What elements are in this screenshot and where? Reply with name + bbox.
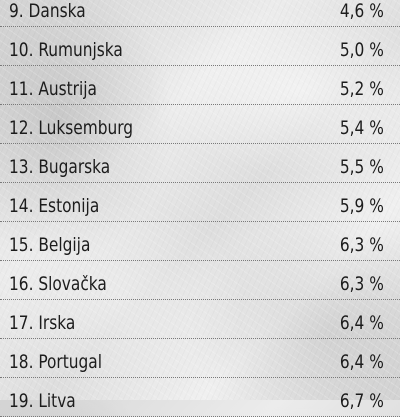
country-label: 19. Litva xyxy=(9,390,76,412)
percentage-value: 5,4 % xyxy=(340,117,384,139)
percentage-value: 5,5 % xyxy=(340,156,384,178)
country-label: 11. Austrija xyxy=(9,78,97,100)
country-label: 13. Bugarska xyxy=(9,156,111,178)
country-label: 16. Slovačka xyxy=(9,273,107,295)
list-item: 15. Belgija 6,3 % xyxy=(0,222,400,261)
list-item: 13. Bugarska 5,5 % xyxy=(0,144,400,183)
list-item: 17. Irska 6,4 % xyxy=(0,300,400,339)
country-label: 17. Irska xyxy=(9,312,76,334)
percentage-value: 6,4 % xyxy=(340,351,384,373)
country-label: 9. Danska xyxy=(9,0,86,22)
country-label: 14. Estonija xyxy=(9,195,100,217)
list-item: 14. Estonija 5,9 % xyxy=(0,183,400,222)
percentage-value: 5,0 % xyxy=(340,39,384,61)
percentage-value: 4,6 % xyxy=(340,0,384,22)
country-label: 18. Portugal xyxy=(9,351,102,373)
list-item: 18. Portugal 6,4 % xyxy=(0,339,400,378)
list-item: 9. Danska 4,6 % xyxy=(0,0,400,27)
list-item: 19. Litva 6,7 % xyxy=(0,378,400,417)
country-label: 10. Rumunjska xyxy=(9,39,123,61)
percentage-value: 6,7 % xyxy=(340,390,384,412)
percentage-value: 6,3 % xyxy=(340,273,384,295)
list-item: 10. Rumunjska 5,0 % xyxy=(0,27,400,66)
percentage-value: 5,9 % xyxy=(340,195,384,217)
percentage-value: 5,2 % xyxy=(340,78,384,100)
percentage-value: 6,3 % xyxy=(340,234,384,256)
percentage-value: 6,4 % xyxy=(340,312,384,334)
list-item: 11. Austrija 5,2 % xyxy=(0,66,400,105)
list-item: 16. Slovačka 6,3 % xyxy=(0,261,400,300)
list-item: 12. Luksemburg 5,4 % xyxy=(0,105,400,144)
country-label: 12. Luksemburg xyxy=(9,117,134,139)
country-label: 15. Belgija xyxy=(9,234,91,256)
